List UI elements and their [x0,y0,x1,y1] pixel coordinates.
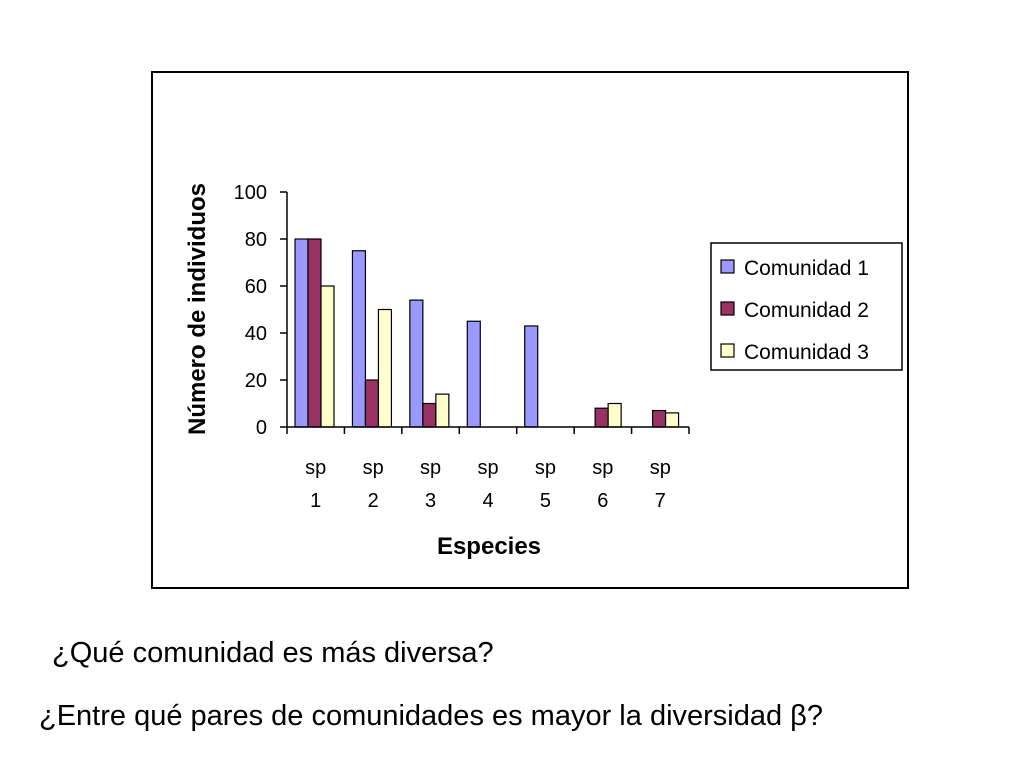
bar-2-7 [651,409,667,428]
x-tick-label-3-line-2: 3 [425,490,436,512]
x-tick-label-1-line-2: 1 [310,490,321,512]
y-tick-label-3: 60 [245,276,267,298]
bar-2-1 [307,238,322,428]
y-axis-title: Número de individuos [184,183,211,435]
y-tick-label-0: 0 [256,417,267,439]
bar-3-3 [435,393,450,428]
x-tick-label-4-line-2: 4 [482,490,493,512]
bar-3-1 [320,285,335,428]
bar-3-7 [664,412,680,428]
legend-swatch-1 [720,259,735,274]
x-tick-label-7-line-2: 7 [655,490,666,512]
legend: Comunidad 1 Comunidad 2 Comunidad 3 [710,242,903,371]
legend-swatch-2 [720,301,735,316]
x-tick-label-4-line-1: sp [477,457,498,479]
legend-label-2: Comunidad 2 [744,299,869,322]
bar-2-6 [594,407,609,428]
bars-layer [294,238,680,428]
legend-swatch-3 [720,343,735,358]
bar-2-3 [422,402,437,428]
bar-1-4 [466,320,481,428]
x-tick-label-6-line-2: 6 [597,490,608,512]
y-tick-label-5: 100 [234,182,267,204]
x-tick-label-1-line-1: sp [305,457,326,479]
x-tick-label-2-line-2: 2 [368,490,379,512]
question-1: ¿Qué comunidad es más diversa? [52,637,494,669]
y-tick-label-4: 80 [245,229,267,251]
axes-layer: 0 20 40 60 80 100 sp 1 sp 2 sp 3 sp 4 sp 5 sp 6 sp 7 [234,182,690,512]
bar-2-2 [364,379,380,428]
legend-label-3: Comunidad 3 [744,341,869,364]
bar-1-5 [524,325,539,428]
bar-1-1 [294,238,309,428]
x-tick-label-6-line-1: sp [592,457,613,479]
x-axis-title: Especies [437,533,541,560]
y-tick-label-1: 20 [245,370,267,392]
legend-box [710,242,903,371]
x-tick-label-7-line-1: sp [650,457,671,479]
bar-3-2 [377,308,393,428]
legend-label-1: Comunidad 1 [744,257,869,280]
question-2: ¿Entre qué pares de comunidades es mayor… [39,700,823,732]
y-tick-label-2: 40 [245,323,267,345]
x-tick-label-5-line-2: 5 [540,490,551,512]
bar-3-6 [607,402,622,428]
bar-1-3 [409,299,424,428]
x-tick-label-2-line-1: sp [363,457,384,479]
bar-1-2 [351,250,367,428]
x-tick-label-3-line-1: sp [420,457,441,479]
x-tick-label-5-line-1: sp [535,457,556,479]
